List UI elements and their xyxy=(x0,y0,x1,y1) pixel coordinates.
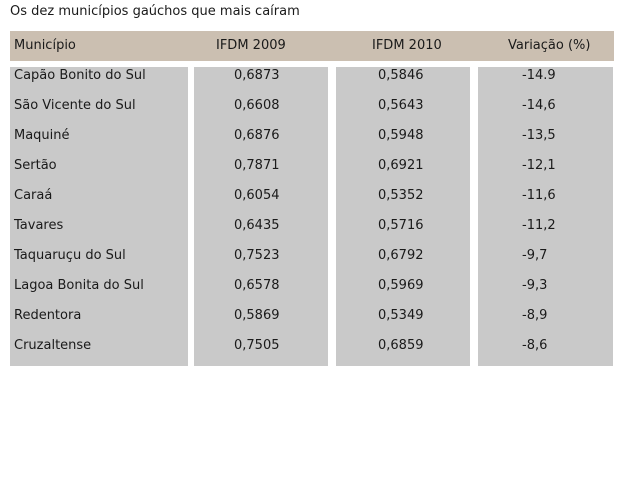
cell-ifdm-2009-2: 0,6608 xyxy=(234,98,280,113)
column-ifdm-2010-bg xyxy=(336,67,470,366)
table-title: Os dez municípios gaúchos que mais caíra… xyxy=(10,4,300,19)
cell-ifdm-2010-1: 0,5846 xyxy=(378,68,424,83)
cell-ifdm-2009-1: 0,6873 xyxy=(234,68,280,83)
cell-variacao-4: -12,1 xyxy=(522,158,556,173)
cell-municipio-1: Capão Bonito do Sul xyxy=(14,68,146,83)
cell-ifdm-2009-8: 0,6578 xyxy=(234,278,280,293)
cell-ifdm-2010-2: 0,5643 xyxy=(378,98,424,113)
cell-variacao-7: -9,7 xyxy=(522,248,548,263)
cell-ifdm-2010-7: 0,6792 xyxy=(378,248,424,263)
cell-ifdm-2010-4: 0,6921 xyxy=(378,158,424,173)
cell-ifdm-2009-3: 0,6876 xyxy=(234,128,280,143)
cell-ifdm-2009-6: 0,6435 xyxy=(234,218,280,233)
header-ifdm-2010: IFDM 2010 xyxy=(372,38,442,53)
cell-ifdm-2009-10: 0,7505 xyxy=(234,338,280,353)
table-header: Município IFDM 2009 IFDM 2010 Variação (… xyxy=(10,31,614,61)
cell-ifdm-2010-5: 0,5352 xyxy=(378,188,424,203)
cell-variacao-1: -14.9 xyxy=(522,68,556,83)
cell-municipio-4: Sertão xyxy=(14,158,57,173)
cell-ifdm-2010-9: 0,5349 xyxy=(378,308,424,323)
column-ifdm-2009-bg xyxy=(194,67,328,366)
cell-ifdm-2010-6: 0,5716 xyxy=(378,218,424,233)
column-municipio-bg xyxy=(10,67,188,366)
column-variacao-bg xyxy=(478,67,613,366)
cell-municipio-5: Caraá xyxy=(14,188,53,203)
cell-municipio-10: Cruzaltense xyxy=(14,338,92,353)
cell-municipio-2: São Vicente do Sul xyxy=(14,98,136,113)
cell-variacao-8: -9,3 xyxy=(522,278,548,293)
cell-variacao-2: -14,6 xyxy=(522,98,556,113)
header-ifdm-2009: IFDM 2009 xyxy=(216,38,286,53)
cell-variacao-10: -8,6 xyxy=(522,338,548,353)
cell-ifdm-2009-4: 0,7871 xyxy=(234,158,280,173)
cell-municipio-7: Taquaruçu do Sul xyxy=(14,248,126,263)
header-variacao: Variação (%) xyxy=(508,38,591,53)
cell-ifdm-2009-9: 0,5869 xyxy=(234,308,280,323)
cell-municipio-8: Lagoa Bonita do Sul xyxy=(14,278,144,293)
cell-variacao-9: -8,9 xyxy=(522,308,548,323)
cell-ifdm-2010-10: 0,6859 xyxy=(378,338,424,353)
cell-ifdm-2010-8: 0,5969 xyxy=(378,278,424,293)
cell-municipio-9: Redentora xyxy=(14,308,82,323)
cell-variacao-6: -11,2 xyxy=(522,218,556,233)
cell-municipio-6: Tavares xyxy=(14,218,64,233)
header-municipio: Município xyxy=(14,38,76,53)
cell-ifdm-2010-3: 0,5948 xyxy=(378,128,424,143)
cell-ifdm-2009-5: 0,6054 xyxy=(234,188,280,203)
cell-variacao-3: -13,5 xyxy=(522,128,556,143)
cell-ifdm-2009-7: 0,7523 xyxy=(234,248,280,263)
cell-municipio-3: Maquiné xyxy=(14,128,70,143)
cell-variacao-5: -11,6 xyxy=(522,188,556,203)
